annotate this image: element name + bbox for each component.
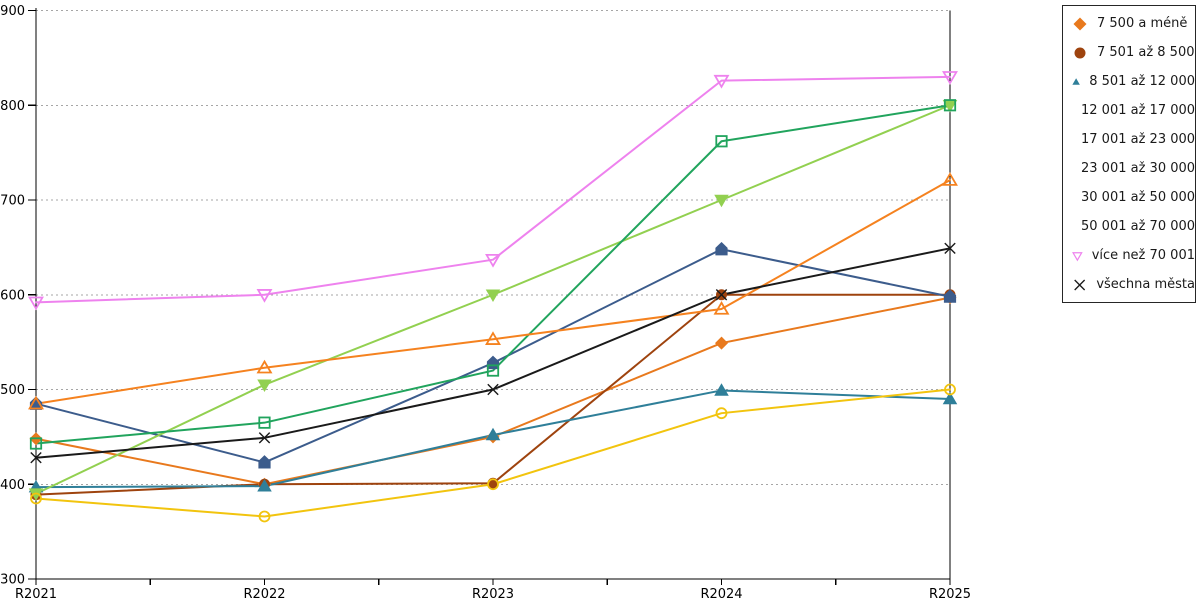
legend-item-label: více než 70 001 — [1091, 248, 1195, 263]
legend-item-label: 7 500 a méně — [1097, 16, 1188, 31]
data-point-x — [715, 289, 728, 301]
legend-item: všechna města — [1063, 270, 1195, 299]
legend-item: více než 70 001 — [1063, 241, 1195, 270]
legend-item-label: 30 001 až 50 000 — [1081, 190, 1196, 205]
data-point-triangle-up — [485, 331, 501, 345]
legend-item: 23 001 až 30 000 — [1063, 154, 1195, 183]
data-point-triangle-up — [1072, 77, 1080, 85]
data-point-triangle-down — [485, 289, 501, 302]
data-point-pentagon — [486, 355, 500, 370]
series-line-9 — [35, 247, 951, 459]
data-point-triangle-down — [28, 296, 44, 311]
series-line-6 — [35, 388, 951, 518]
y-axis-tick-label: 600 — [0, 288, 25, 303]
y-axis-tick-label: 700 — [0, 194, 25, 209]
data-point-circle — [258, 510, 271, 523]
legend-item-label: 7 501 až 8 500 — [1097, 45, 1195, 60]
legend-marker-triangle-up-icon — [1072, 77, 1080, 85]
axis-labels: 300 400 500 600 700 800 900 R2021 R2022 R2023 R202… — [0, 4, 971, 600]
legend-marker-circle-icon — [1074, 47, 1086, 58]
legend-item-label: 12 001 až 17 000 — [1081, 103, 1196, 118]
series-line-5 — [35, 104, 951, 445]
data-point-square — [258, 416, 271, 429]
data-point-circle — [30, 492, 42, 505]
data-point-triangle-up — [713, 300, 730, 315]
data-point-x — [1074, 279, 1086, 290]
data-point-triangle-down — [1072, 251, 1083, 261]
data-point-triangle-down — [257, 379, 272, 392]
data-point-markers — [28, 71, 958, 523]
y-axis-tick-label: 400 — [0, 478, 25, 493]
series-line-7 — [35, 179, 951, 405]
x-axis-tick-label: R2024 — [700, 587, 742, 600]
legend-item-label: 17 001 až 23 000 — [1081, 132, 1196, 147]
legend-marker-triangle-down-icon — [1072, 251, 1083, 261]
legend-item: 12 001 až 17 000 — [1063, 96, 1195, 125]
x-axis-tick-label: R2022 — [243, 587, 285, 600]
legend-item: 17 001 až 23 000 — [1063, 125, 1195, 154]
data-point-square — [943, 99, 957, 112]
data-point-triangle-down — [256, 289, 273, 303]
data-point-diamond — [714, 336, 729, 350]
data-point-diamond — [1073, 16, 1087, 31]
x-axis-tick-label: R2021 — [15, 587, 57, 600]
x-axis-tick-label: R2025 — [929, 587, 971, 600]
data-point-x — [30, 452, 42, 464]
legend-item-label: 50 001 až 70 000 — [1081, 219, 1196, 234]
y-axis-tick-label: 800 — [0, 99, 25, 114]
data-point-triangle-down — [714, 194, 729, 208]
y-axis-tick-label: 900 — [0, 4, 25, 19]
data-point-x — [258, 432, 271, 444]
data-point-triangle-up — [257, 478, 272, 492]
legend-item: 7 501 až 8 500 — [1063, 38, 1195, 67]
series-line-8 — [35, 75, 951, 304]
data-point-circle — [487, 478, 499, 491]
data-point-triangle-up — [28, 395, 44, 410]
legend-item-label: všechna města — [1096, 277, 1195, 292]
data-point-triangle-up — [942, 172, 958, 186]
data-point-pentagon — [943, 289, 957, 303]
legend-item-label: 23 001 až 30 000 — [1081, 161, 1196, 176]
series-line-0 — [35, 296, 951, 486]
data-point-triangle-up — [942, 391, 958, 405]
x-axis-tick-label: R2023 — [472, 587, 514, 600]
data-point-triangle-up — [256, 359, 273, 374]
legend-item: 7 500 a méně — [1063, 9, 1195, 38]
legend-item: 8 501 až 12 000 — [1063, 67, 1195, 96]
legend-marker-diamond-icon — [1073, 16, 1087, 31]
data-point-pentagon — [258, 455, 271, 469]
data-point-circle — [944, 383, 956, 396]
data-point-triangle-down — [485, 253, 501, 268]
data-point-square — [486, 364, 500, 377]
data-point-pentagon — [715, 241, 728, 256]
data-point-triangle-up — [485, 427, 501, 441]
legend: 7 500 a méně 7 501 až 8 500 8 501 až 12 00… — [1062, 5, 1196, 303]
legend-item: 30 001 až 50 000 — [1063, 183, 1195, 212]
data-point-x — [487, 383, 499, 396]
y-axis-tick-label: 500 — [0, 383, 25, 398]
data-point-triangle-down — [942, 71, 958, 85]
data-point-circle — [1074, 47, 1086, 58]
data-point-square — [715, 135, 728, 148]
gridlines — [36, 10, 950, 485]
legend-item: 50 001 až 70 000 — [1063, 212, 1195, 241]
y-axis-tick-label: 300 — [0, 573, 25, 588]
data-point-square — [29, 437, 43, 450]
data-point-triangle-down — [713, 74, 730, 89]
legend-item-label: 8 501 až 12 000 — [1089, 74, 1195, 89]
data-point-circle — [715, 407, 728, 420]
data-point-triangle-up — [714, 383, 729, 396]
data-point-x — [944, 242, 956, 255]
legend-marker-x-icon — [1074, 279, 1086, 290]
